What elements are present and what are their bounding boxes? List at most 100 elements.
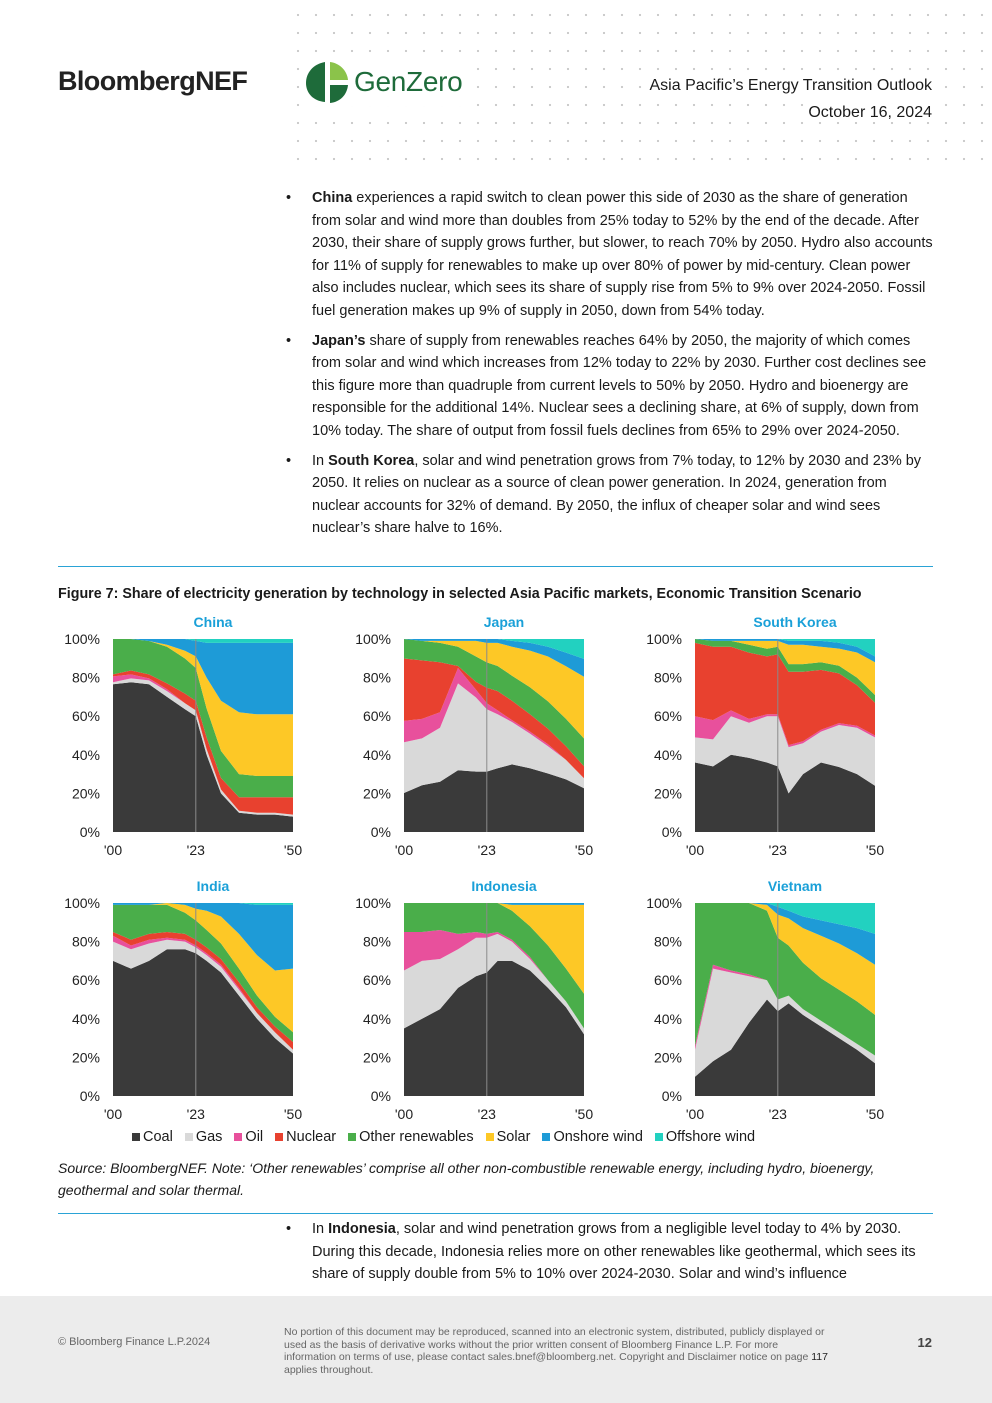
legend-item-offshore-wind: Offshore wind xyxy=(654,1129,755,1145)
y-tick-label: 100% xyxy=(64,895,100,911)
legend-label: Onshore wind xyxy=(553,1129,643,1145)
area-oil xyxy=(113,935,293,1050)
area-other-renewables xyxy=(113,639,293,798)
area-offshore-wind xyxy=(695,903,875,934)
chart-title: South Korea xyxy=(753,614,837,630)
y-tick-label: 40% xyxy=(363,747,391,763)
legend-label: Nuclear xyxy=(286,1129,337,1145)
area-onshore-wind xyxy=(404,903,584,905)
y-tick-label: 100% xyxy=(64,631,100,647)
x-tick-label: '23 xyxy=(478,1106,496,1122)
x-tick-label: '00 xyxy=(395,1106,413,1122)
area-chart-svg: 0% 20% 40% 60% 80% 100% '00 '23 '50 xyxy=(64,895,302,1122)
legend-item-gas: Gas xyxy=(184,1129,223,1145)
area-gas xyxy=(404,933,584,1035)
bullet-bold-lead: Japan’s xyxy=(312,332,366,349)
x-tick-label: '50 xyxy=(284,842,302,858)
y-tick-label: 100% xyxy=(646,631,682,647)
legend-item-onshore-wind: Onshore wind xyxy=(542,1129,643,1145)
area-solar xyxy=(695,639,875,695)
document-title: Asia Pacific’s Energy Transition Outlook xyxy=(645,77,932,95)
area-coal xyxy=(113,682,293,832)
area-solar xyxy=(404,903,584,994)
area-onshore-wind xyxy=(113,903,293,971)
bullet-china: China experiences a rapid switch to clea… xyxy=(286,187,934,323)
section-divider-top xyxy=(58,566,933,567)
footer-copyright: © Bloomberg Finance L.P.2024 xyxy=(58,1336,211,1348)
area-coal xyxy=(404,764,584,832)
chart-vietnam: 0% 20% 40% 60% 80% 100% '00 '23 '50 Vietnam xyxy=(640,878,884,1122)
area-gas xyxy=(113,939,293,1054)
legend-swatch xyxy=(348,1133,357,1141)
y-tick-label: 60% xyxy=(72,972,100,988)
area-oil xyxy=(404,668,584,779)
chart-japan: 0% 20% 40% 60% 80% 100% '00 '23 '50 Japan xyxy=(349,614,593,858)
y-tick-label: 80% xyxy=(363,670,391,686)
area-offshore-wind xyxy=(404,639,584,659)
y-tick-label: 60% xyxy=(654,972,682,988)
page-footer xyxy=(0,1296,992,1403)
legend-swatch xyxy=(132,1133,140,1141)
disclaimer-page-link[interactable]: 117 xyxy=(811,1351,828,1363)
y-tick-label: 0% xyxy=(80,824,100,840)
area-onshore-wind xyxy=(695,639,875,663)
area-offshore-wind xyxy=(113,903,293,905)
y-tick-label: 60% xyxy=(72,708,100,724)
chart-india: 0% 20% 40% 60% 80% 100% '00 '23 '50 India xyxy=(58,878,302,1122)
area-other-renewables xyxy=(695,639,875,703)
disclaimer-text: No portion of this document may be repro… xyxy=(284,1326,825,1363)
area-other-renewables xyxy=(404,639,584,767)
legend-label: Other renewables xyxy=(359,1129,474,1145)
legend-item-coal: Coal xyxy=(132,1129,173,1145)
y-tick-label: 100% xyxy=(355,895,391,911)
y-tick-label: 80% xyxy=(363,934,391,950)
area-onshore-wind xyxy=(695,903,875,965)
bullet-indonesia: In Indonesia, solar and wind penetration… xyxy=(286,1218,934,1286)
footer-disclaimer: No portion of this document may be repro… xyxy=(284,1326,829,1376)
y-tick-label: 80% xyxy=(654,670,682,686)
area-chart-svg: 0% 20% 40% 60% 80% 100% '00 '23 '50 xyxy=(646,895,884,1122)
section-divider-bottom xyxy=(58,1213,933,1214)
page-number: 12 xyxy=(917,1335,932,1350)
y-tick-label: 60% xyxy=(363,708,391,724)
legend-label: Gas xyxy=(195,1129,223,1145)
legend-label: Oil xyxy=(245,1129,264,1145)
legend-swatch xyxy=(184,1133,193,1141)
y-tick-label: 20% xyxy=(654,785,682,801)
legend-swatch xyxy=(542,1133,551,1141)
area-onshore-wind xyxy=(113,639,293,715)
bullet-text: experiences a rapid switch to clean powe… xyxy=(312,190,933,319)
legend-swatch xyxy=(485,1133,494,1141)
legend-label: Coal xyxy=(143,1129,173,1145)
bullet-bold-lead: South Korea xyxy=(328,452,415,469)
figure-title: Figure 7: Share of electricity generatio… xyxy=(58,586,862,602)
legend-swatch xyxy=(654,1133,663,1141)
legend-item-oil: Oil xyxy=(234,1129,263,1145)
area-coal xyxy=(695,999,875,1096)
area-offshore-wind xyxy=(695,639,875,657)
document-date: October 16, 2024 xyxy=(804,104,932,122)
bullet-text: share of supply from renewables reaches … xyxy=(312,332,927,439)
x-tick-label: '23 xyxy=(187,1106,205,1122)
area-chart-svg: 0% 20% 40% 60% 80% 100% '00 '23 '50 xyxy=(64,631,302,858)
x-tick-label: '00 xyxy=(395,842,413,858)
area-chart-svg: 0% 20% 40% 60% 80% 100% '00 '23 '50 xyxy=(355,631,593,858)
legend-label: Solar xyxy=(496,1129,531,1145)
bullet-prefix: In xyxy=(312,452,329,469)
x-tick-label: '00 xyxy=(104,1106,122,1122)
y-tick-label: 20% xyxy=(363,1049,391,1065)
x-tick-label: '23 xyxy=(478,842,496,858)
x-tick-label: '50 xyxy=(575,842,593,858)
top-bullet-list: China experiences a rapid switch to clea… xyxy=(286,187,934,547)
area-gas xyxy=(404,683,584,793)
y-tick-label: 60% xyxy=(363,972,391,988)
y-tick-label: 40% xyxy=(654,747,682,763)
legend-swatch xyxy=(234,1133,243,1141)
area-offshore-wind xyxy=(113,639,293,643)
y-tick-label: 0% xyxy=(662,824,682,840)
y-tick-label: 40% xyxy=(72,1011,100,1027)
y-tick-label: 60% xyxy=(654,708,682,724)
y-tick-label: 40% xyxy=(72,747,100,763)
bullet-text: , solar and wind penetration grows from … xyxy=(312,452,922,537)
area-gas xyxy=(695,968,875,1077)
